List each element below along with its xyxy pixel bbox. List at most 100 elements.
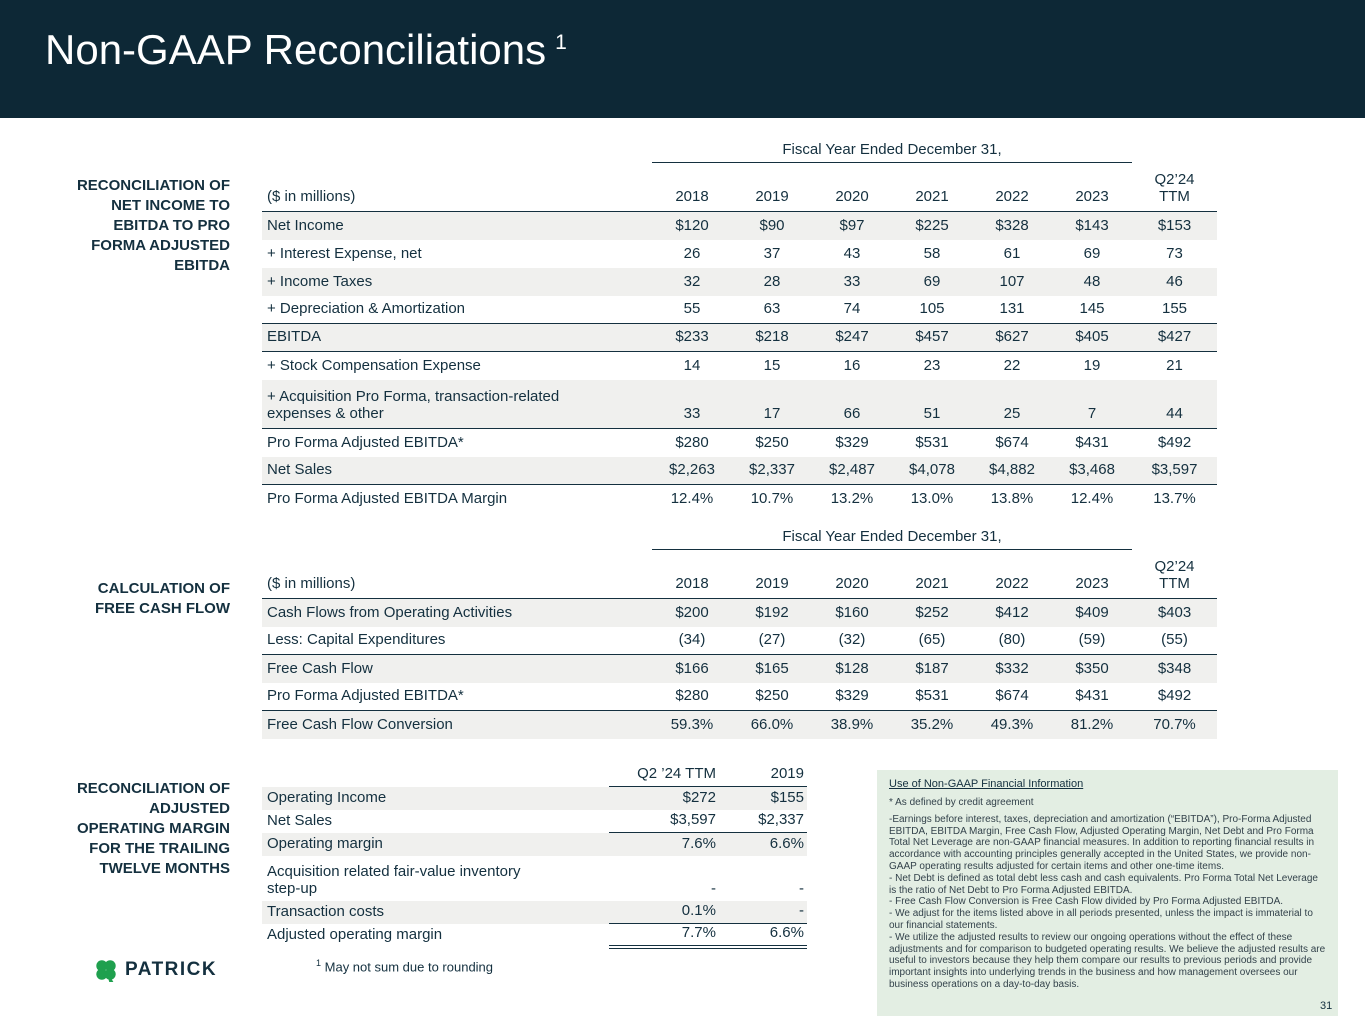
cell-value: $328 bbox=[972, 211, 1052, 240]
year-column-header: 2021 bbox=[892, 549, 972, 599]
cell-value: (27) bbox=[732, 626, 812, 655]
non-gaap-disclosure-box: Use of Non-GAAP Financial Information * … bbox=[877, 770, 1338, 1016]
cell-value: $252 bbox=[892, 598, 972, 627]
row-label: Net Sales bbox=[267, 811, 333, 829]
disclosure-heading: Use of Non-GAAP Financial Information bbox=[889, 778, 1084, 790]
table-body: Net Income $120 $90 $97 $225 $328 $143 $153 + In… bbox=[262, 211, 1218, 513]
year-column-header: 2019 bbox=[732, 162, 812, 212]
cell-value: $4,882 bbox=[972, 456, 1052, 485]
cell-value: $272 bbox=[609, 786, 719, 810]
cell-value: $427 bbox=[1132, 323, 1218, 352]
table-row: Cash Flows from Operating Activities $200… bbox=[262, 598, 1218, 627]
cell-value: 44 bbox=[1132, 379, 1218, 429]
cell-value: $3,597 bbox=[1132, 456, 1218, 485]
cell-value: 69 bbox=[892, 267, 972, 296]
cell-value: (80) bbox=[972, 626, 1052, 655]
cell-value: 131 bbox=[972, 295, 1052, 324]
cell-value: 10.7% bbox=[750, 489, 794, 507]
cell-value: 15 bbox=[763, 356, 781, 374]
cell-value: $128 bbox=[812, 654, 892, 683]
section-label-adjusted-operating-margin: RECONCILIATION OF ADJUSTED OPERATING MAR… bbox=[76, 780, 230, 877]
free-cash-flow-table-wrap: Fiscal Year Ended December 31, ($ in mill… bbox=[262, 519, 1218, 739]
cell-value: $160 bbox=[812, 598, 892, 627]
cell-value: 12.4% bbox=[670, 489, 714, 507]
table-row: + Income Taxes 32 28 33 69 107 48 46 bbox=[262, 267, 1218, 296]
cell-value: $332 bbox=[972, 654, 1052, 683]
cell-value: 49.3% bbox=[972, 710, 1052, 739]
cell-value: 46 bbox=[1132, 267, 1218, 296]
cell-value: - bbox=[799, 879, 804, 897]
year-column-header: 2021 bbox=[892, 162, 972, 212]
operating-margin-table-wrap: Q2 ’24 TTM 2019 Operating Income $272 $155 Ne… bbox=[262, 757, 807, 949]
cell-value: $153 bbox=[1132, 211, 1218, 240]
cell-value: 13.7% bbox=[1153, 489, 1196, 507]
cell-value: 63 bbox=[732, 295, 812, 324]
cell-value: 43 bbox=[843, 244, 861, 262]
disclosure-paragraph: * As defined by credit agreement bbox=[889, 797, 1034, 808]
table-row: Pro Forma Adjusted EBITDA* $280 $250 $329 $5… bbox=[262, 429, 1217, 457]
year-column-header: 2018 bbox=[652, 162, 732, 212]
year-column-header: 2023 bbox=[1052, 549, 1133, 599]
cell-value: $403 bbox=[1132, 598, 1218, 627]
column-header-row: ($ in millions) 2018 2019 2020 2021 2022 2023 Q… bbox=[262, 162, 1218, 212]
year-column-header: 2018 bbox=[652, 549, 732, 599]
table-row: + Depreciation & Amortization 55 63 74 105 13… bbox=[262, 295, 1218, 324]
table-row: Free Cash Flow $166 $165 $128 $187 $332 $350 $3… bbox=[262, 654, 1218, 683]
row-label: Free Cash Flow bbox=[262, 654, 652, 683]
cell-value: 7 bbox=[1052, 379, 1133, 429]
cell-value: 107 bbox=[972, 267, 1052, 296]
cell-value: $531 bbox=[915, 433, 949, 451]
row-label: Net Sales bbox=[262, 456, 652, 485]
cell-value: $155 bbox=[719, 786, 807, 810]
row-label: + Income Taxes bbox=[262, 267, 652, 296]
table-head: Fiscal Year Ended December 31, ($ in mill… bbox=[262, 519, 1218, 599]
fiscal-year-span-header: Fiscal Year Ended December 31, bbox=[652, 132, 1133, 163]
row-label: + Depreciation & Amortization bbox=[262, 295, 652, 324]
year-column-header: 2019 bbox=[732, 549, 812, 599]
cell-value: 19 bbox=[1083, 356, 1101, 374]
operating-margin-table: Q2 ’24 TTM 2019 Operating Income $272 $155 Ne… bbox=[262, 757, 807, 949]
row-label: Pro Forma Adjusted EBITDA* bbox=[262, 682, 652, 711]
footnote-superscript: 1 bbox=[316, 958, 322, 968]
cell-value: $187 bbox=[892, 654, 972, 683]
corner-cell bbox=[262, 757, 609, 787]
cell-value: 66.0% bbox=[732, 710, 812, 739]
table-row: Pro Forma Adjusted EBITDA* $280 $250 $329 $5… bbox=[262, 682, 1218, 711]
page-title-text: Non-GAAP Reconciliations bbox=[45, 26, 547, 73]
row-label: Adjusted operating margin bbox=[267, 926, 443, 943]
disclosure-paragraph: - We adjust for the items listed above i… bbox=[889, 908, 1313, 931]
cell-value: (65) bbox=[892, 626, 972, 655]
cell-value: $250 bbox=[755, 433, 789, 451]
table-body: Cash Flows from Operating Activities $200… bbox=[262, 598, 1218, 739]
table-row: Pro Forma Adjusted EBITDA Margin 12.4% 10.… bbox=[262, 485, 1217, 513]
table-row: + Stock Compensation Expense 14 15 16 23 22 19… bbox=[262, 352, 1217, 380]
cell-value: - bbox=[719, 900, 807, 924]
cell-value: 145 bbox=[1052, 295, 1133, 324]
cell-value: 13.2% bbox=[830, 489, 874, 507]
fiscal-year-span-header: Fiscal Year Ended December 31, bbox=[652, 519, 1133, 550]
row-label: Pro Forma Adjusted EBITDA Margin bbox=[267, 489, 508, 507]
cell-value: 32 bbox=[652, 267, 732, 296]
ebitda-reconciliation-table-wrap: Fiscal Year Ended December 31, ($ in mill… bbox=[262, 132, 1218, 513]
table-row: Net Sales $2,263 $2,337 $2,487 $4,078 $4,882 $… bbox=[262, 456, 1218, 485]
page-number: 31 bbox=[1320, 1000, 1333, 1012]
table-row: Transaction costs 0.1% - bbox=[262, 900, 807, 924]
page-title: Non-GAAP Reconciliations 1 bbox=[45, 26, 567, 74]
period-column-header: 2019 bbox=[719, 757, 807, 787]
cell-value: (55) bbox=[1132, 626, 1218, 655]
corner-cell bbox=[1132, 519, 1217, 550]
cell-value: $280 bbox=[675, 433, 709, 451]
row-label: + Acquisition Pro Forma, transaction-rel… bbox=[262, 379, 652, 429]
year-column-header: Q2’24 TTM bbox=[1132, 162, 1218, 212]
year-column-header: 2022 bbox=[972, 549, 1052, 599]
row-label: + Stock Compensation Expense bbox=[267, 356, 481, 374]
cell-value: 12.4% bbox=[1070, 489, 1114, 507]
cell-value: 25 bbox=[972, 379, 1052, 429]
cell-value: $3,468 bbox=[1052, 456, 1133, 485]
cell-value: $674 bbox=[995, 433, 1029, 451]
year-column-header: 2020 bbox=[812, 549, 892, 599]
cell-value: 28 bbox=[732, 267, 812, 296]
footnote: 1 May not sum due to rounding bbox=[316, 958, 493, 974]
table-row: + Interest Expense, net 26 37 43 58 61 69 73 bbox=[262, 240, 1217, 268]
cell-value: 37 bbox=[763, 244, 781, 262]
